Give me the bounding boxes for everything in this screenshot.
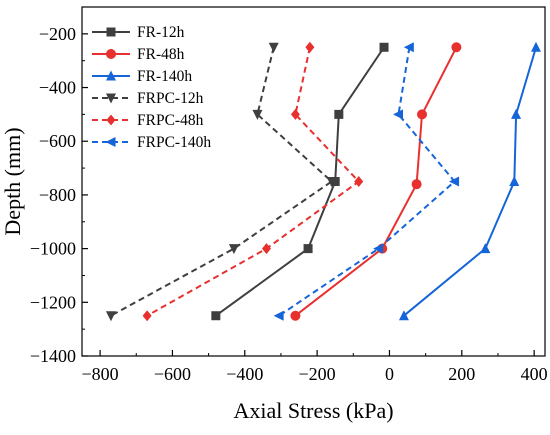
- data-point: [142, 310, 152, 322]
- y-tick-label: −1000: [30, 239, 76, 259]
- legend-marker: [106, 27, 116, 37]
- series-line: [146, 47, 361, 317]
- data-point: [268, 42, 279, 53]
- plot-frame: [81, 6, 546, 357]
- legend-entry: FR-12h: [92, 24, 185, 41]
- series-frpc-140h: [273, 42, 460, 321]
- legend-label: FRPC-48h: [137, 112, 204, 129]
- series-frpc-48h: [142, 41, 364, 322]
- series-line: [110, 47, 334, 317]
- data-point: [393, 109, 404, 120]
- y-axis-title: Depth (mm): [0, 127, 25, 235]
- data-point: [398, 310, 409, 321]
- data-point: [411, 179, 422, 190]
- y-tick-label: −800: [39, 185, 76, 205]
- legend-label: FR-48h: [137, 46, 185, 63]
- data-point: [273, 310, 284, 321]
- x-tick-label: 400: [521, 364, 548, 384]
- data-point: [480, 243, 491, 254]
- legend-marker: [106, 70, 116, 81]
- legend-entry: FRPC-12h: [92, 90, 204, 107]
- data-point: [403, 42, 414, 53]
- series-fr-12h: [211, 42, 389, 321]
- data-point: [330, 177, 340, 186]
- x-axis-title: Axial Stress (kPa): [233, 398, 393, 423]
- y-tick-label: −1200: [30, 292, 76, 312]
- y-tick-label: −600: [39, 131, 76, 151]
- x-tick-label: 0: [385, 364, 394, 384]
- data-point: [290, 310, 301, 321]
- series-line: [294, 46, 458, 317]
- data-point: [449, 176, 460, 187]
- y-tick-label: −400: [39, 78, 76, 98]
- legend-label: FR-12h: [137, 24, 185, 41]
- legend-label: FRPC-140h: [137, 134, 211, 151]
- legend-label: FRPC-12h: [137, 90, 204, 107]
- data-point: [509, 176, 520, 186]
- legend-entry: FRPC-140h: [92, 134, 211, 151]
- legend-marker: [106, 114, 116, 126]
- series-fr-140h: [398, 41, 541, 321]
- legend-entry: FRPC-48h: [92, 112, 204, 129]
- data-point: [261, 243, 271, 255]
- legend-marker: [106, 93, 116, 104]
- data-point: [373, 243, 384, 254]
- data-point: [228, 244, 239, 255]
- data-point: [211, 311, 221, 321]
- series-line: [278, 47, 456, 317]
- x-tick-label: −200: [299, 364, 336, 384]
- x-tick-label: −600: [154, 364, 191, 384]
- data-point: [326, 177, 337, 187]
- data-point: [305, 41, 315, 53]
- data-point: [530, 41, 541, 52]
- legend-entry: FR-48h: [92, 46, 185, 63]
- legend-marker: [106, 49, 116, 59]
- x-tick-label: 200: [448, 364, 475, 384]
- data-point: [303, 244, 313, 254]
- data-point: [354, 176, 364, 187]
- data-point: [417, 109, 428, 120]
- data-point: [511, 108, 522, 119]
- y-tick-label: −1400: [30, 346, 76, 366]
- data-point: [105, 311, 116, 322]
- series-fr-48h: [290, 42, 462, 321]
- data-point: [290, 108, 300, 120]
- series-frpc-12h: [105, 42, 337, 322]
- legend-entry: FR-140h: [92, 68, 192, 85]
- x-tick-label: −800: [82, 364, 119, 384]
- data-point: [334, 109, 344, 119]
- data-point: [451, 42, 462, 53]
- data-point: [252, 109, 263, 120]
- legend-label: FR-140h: [137, 68, 192, 85]
- legend-marker: [105, 137, 116, 147]
- data-point: [379, 42, 389, 52]
- y-tick-label: −200: [39, 24, 76, 44]
- x-tick-label: −400: [226, 364, 263, 384]
